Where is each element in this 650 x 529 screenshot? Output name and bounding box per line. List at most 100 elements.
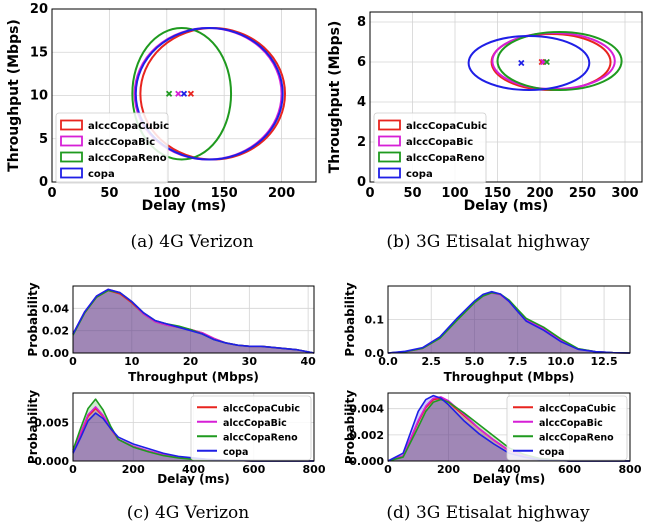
y-tick-label: 0.02: [42, 325, 69, 338]
y-tick-label: 6: [357, 55, 366, 70]
y-tick-label: 0: [357, 175, 366, 190]
ellipse-copa: [134, 27, 284, 161]
plot-c_bottom: 0 200 400 600 800 0.000 0.005 Delay (ms) Probabi…: [26, 390, 326, 486]
x-tick-label: 50: [403, 186, 421, 201]
x-tick-label: 2.5: [421, 355, 441, 368]
area-alccCopaReno: [388, 399, 630, 461]
caption-a: (a) 4G Verizon: [130, 232, 254, 252]
plot-frame: [72, 392, 315, 462]
ellipse-copa: [467, 35, 591, 91]
legend-label: alccCopaReno: [539, 432, 614, 443]
y-tick-label: 0: [39, 175, 48, 190]
y-axis-label: Throughput (Mbps): [327, 21, 343, 174]
y-tick-label: 0.005: [34, 416, 69, 429]
legend-swatch: [378, 167, 401, 179]
plot-d_bottom: 0 200 400 600 800 0.000 0.002 0.004 Delay (ms) Pr…: [343, 390, 642, 486]
x-tick-label: 12.5: [591, 355, 618, 368]
x-axis-label: Delay (ms): [473, 472, 546, 486]
x-tick-label: 0: [69, 463, 77, 476]
mean-marker-copa: [518, 59, 525, 67]
y-axis-label: Probability: [343, 282, 357, 356]
plot-a: 0 50 100 150 200 0 5 10 15 20 Delay (ms) Throughput…: [6, 2, 317, 214]
legend-label: alccCopaBic: [406, 137, 473, 148]
legend-label: copa: [406, 169, 433, 180]
x-tick-label: 10: [124, 355, 140, 368]
x-tick-label: 150: [484, 186, 511, 201]
plot-c_top: 0 10 20 30 40 0.00 0.02 0.04 Throughput (Mbps) Pr…: [26, 282, 316, 384]
line-copa: [387, 290, 631, 354]
plot-frame: [387, 285, 631, 354]
ellipse-alccCopaBic: [491, 32, 616, 90]
y-tick-label: 0.000: [349, 455, 384, 468]
legend-box: [373, 112, 487, 184]
x-tick-label: 400: [498, 463, 521, 476]
legend-label: alccCopaBic: [539, 418, 603, 429]
caption-c: (c) 4G Verizon: [126, 503, 250, 523]
x-tick-label: 250: [569, 186, 596, 201]
area-alccCopaCubic: [388, 292, 630, 353]
x-tick-label: 200: [526, 186, 553, 201]
mean-marker-alccCopaReno: [165, 90, 173, 97]
plot-frame: [369, 11, 643, 183]
area-alccCopaBic: [388, 396, 630, 461]
mean-marker-alccCopaCubic: [187, 90, 195, 97]
x-tick-label: 0: [384, 463, 392, 476]
x-tick-label: 600: [242, 463, 265, 476]
area-alccCopaBic: [73, 289, 314, 353]
legend-label: alccCopaReno: [223, 432, 298, 443]
x-tick-label: 30: [242, 355, 258, 368]
legend-swatch: [60, 167, 83, 179]
x-tick-label: 200: [437, 463, 460, 476]
legend-label: alccCopaCubic: [223, 403, 300, 414]
y-tick-label: 2: [357, 135, 366, 150]
y-tick-label: 0.002: [349, 429, 384, 442]
legend-box: [55, 112, 169, 184]
y-tick-label: 8: [357, 15, 366, 30]
plot-b: 0 50 100 150 200 250 300 0 2 4 6 8 Delay (ms) Through…: [327, 11, 643, 214]
legend-label: alccCopaCubic: [406, 121, 487, 132]
legend-label: alccCopaCubic: [539, 403, 616, 414]
legend-label: alccCopaReno: [88, 153, 167, 164]
x-tick-label: 300: [611, 186, 638, 201]
plot-frame: [387, 392, 631, 462]
area-copa: [388, 291, 630, 353]
y-tick-label: 5: [39, 132, 48, 147]
x-tick-label: 0: [365, 186, 374, 201]
y-tick-label: 15: [30, 45, 48, 60]
x-tick-label: 20: [183, 355, 199, 368]
x-tick-label: 50: [100, 186, 118, 201]
y-tick-label: 20: [30, 2, 48, 17]
legend-box: [506, 395, 628, 461]
x-tick-label: 100: [153, 186, 180, 201]
x-tick-label: 5.0: [465, 355, 485, 368]
x-tick-label: 0: [69, 355, 77, 368]
legend-label: copa: [88, 169, 115, 180]
y-tick-label: 0.04: [42, 302, 69, 315]
ellipse-alccCopaReno: [131, 27, 233, 161]
area-alccCopaCubic: [73, 290, 314, 353]
legend-swatch: [60, 135, 83, 147]
area-alccCopaReno: [73, 290, 314, 353]
x-tick-label: 600: [558, 463, 581, 476]
legend-label: copa: [223, 447, 248, 458]
x-tick-label: 0: [47, 186, 56, 201]
mean-marker-copa: [180, 90, 188, 97]
area-copa: [388, 395, 630, 461]
legend-label: alccCopaCubic: [88, 121, 169, 132]
legend-label: alccCopaBic: [223, 418, 287, 429]
x-axis-label: Delay (ms): [157, 472, 230, 486]
y-axis-label: Throughput (Mbps): [6, 19, 22, 172]
x-axis-label: Throughput (Mbps): [128, 370, 259, 384]
y-tick-label: 0.00: [42, 347, 69, 360]
legend-swatch: [60, 151, 83, 163]
y-tick-label: 4: [357, 95, 366, 110]
x-tick-label: 7.5: [508, 355, 528, 368]
plot-frame: [51, 8, 317, 183]
plot-d_top: 0.0 2.5 5.0 7.5 10.0 12.5 0.0 0.1 Throughput (Mb…: [343, 282, 631, 384]
x-tick-label: 400: [182, 463, 205, 476]
y-tick-label: 10: [30, 89, 48, 104]
legend-swatch: [378, 151, 401, 163]
line-copa: [72, 288, 315, 354]
area-alccCopaCubic: [388, 398, 630, 461]
plot-frame: [72, 285, 315, 354]
